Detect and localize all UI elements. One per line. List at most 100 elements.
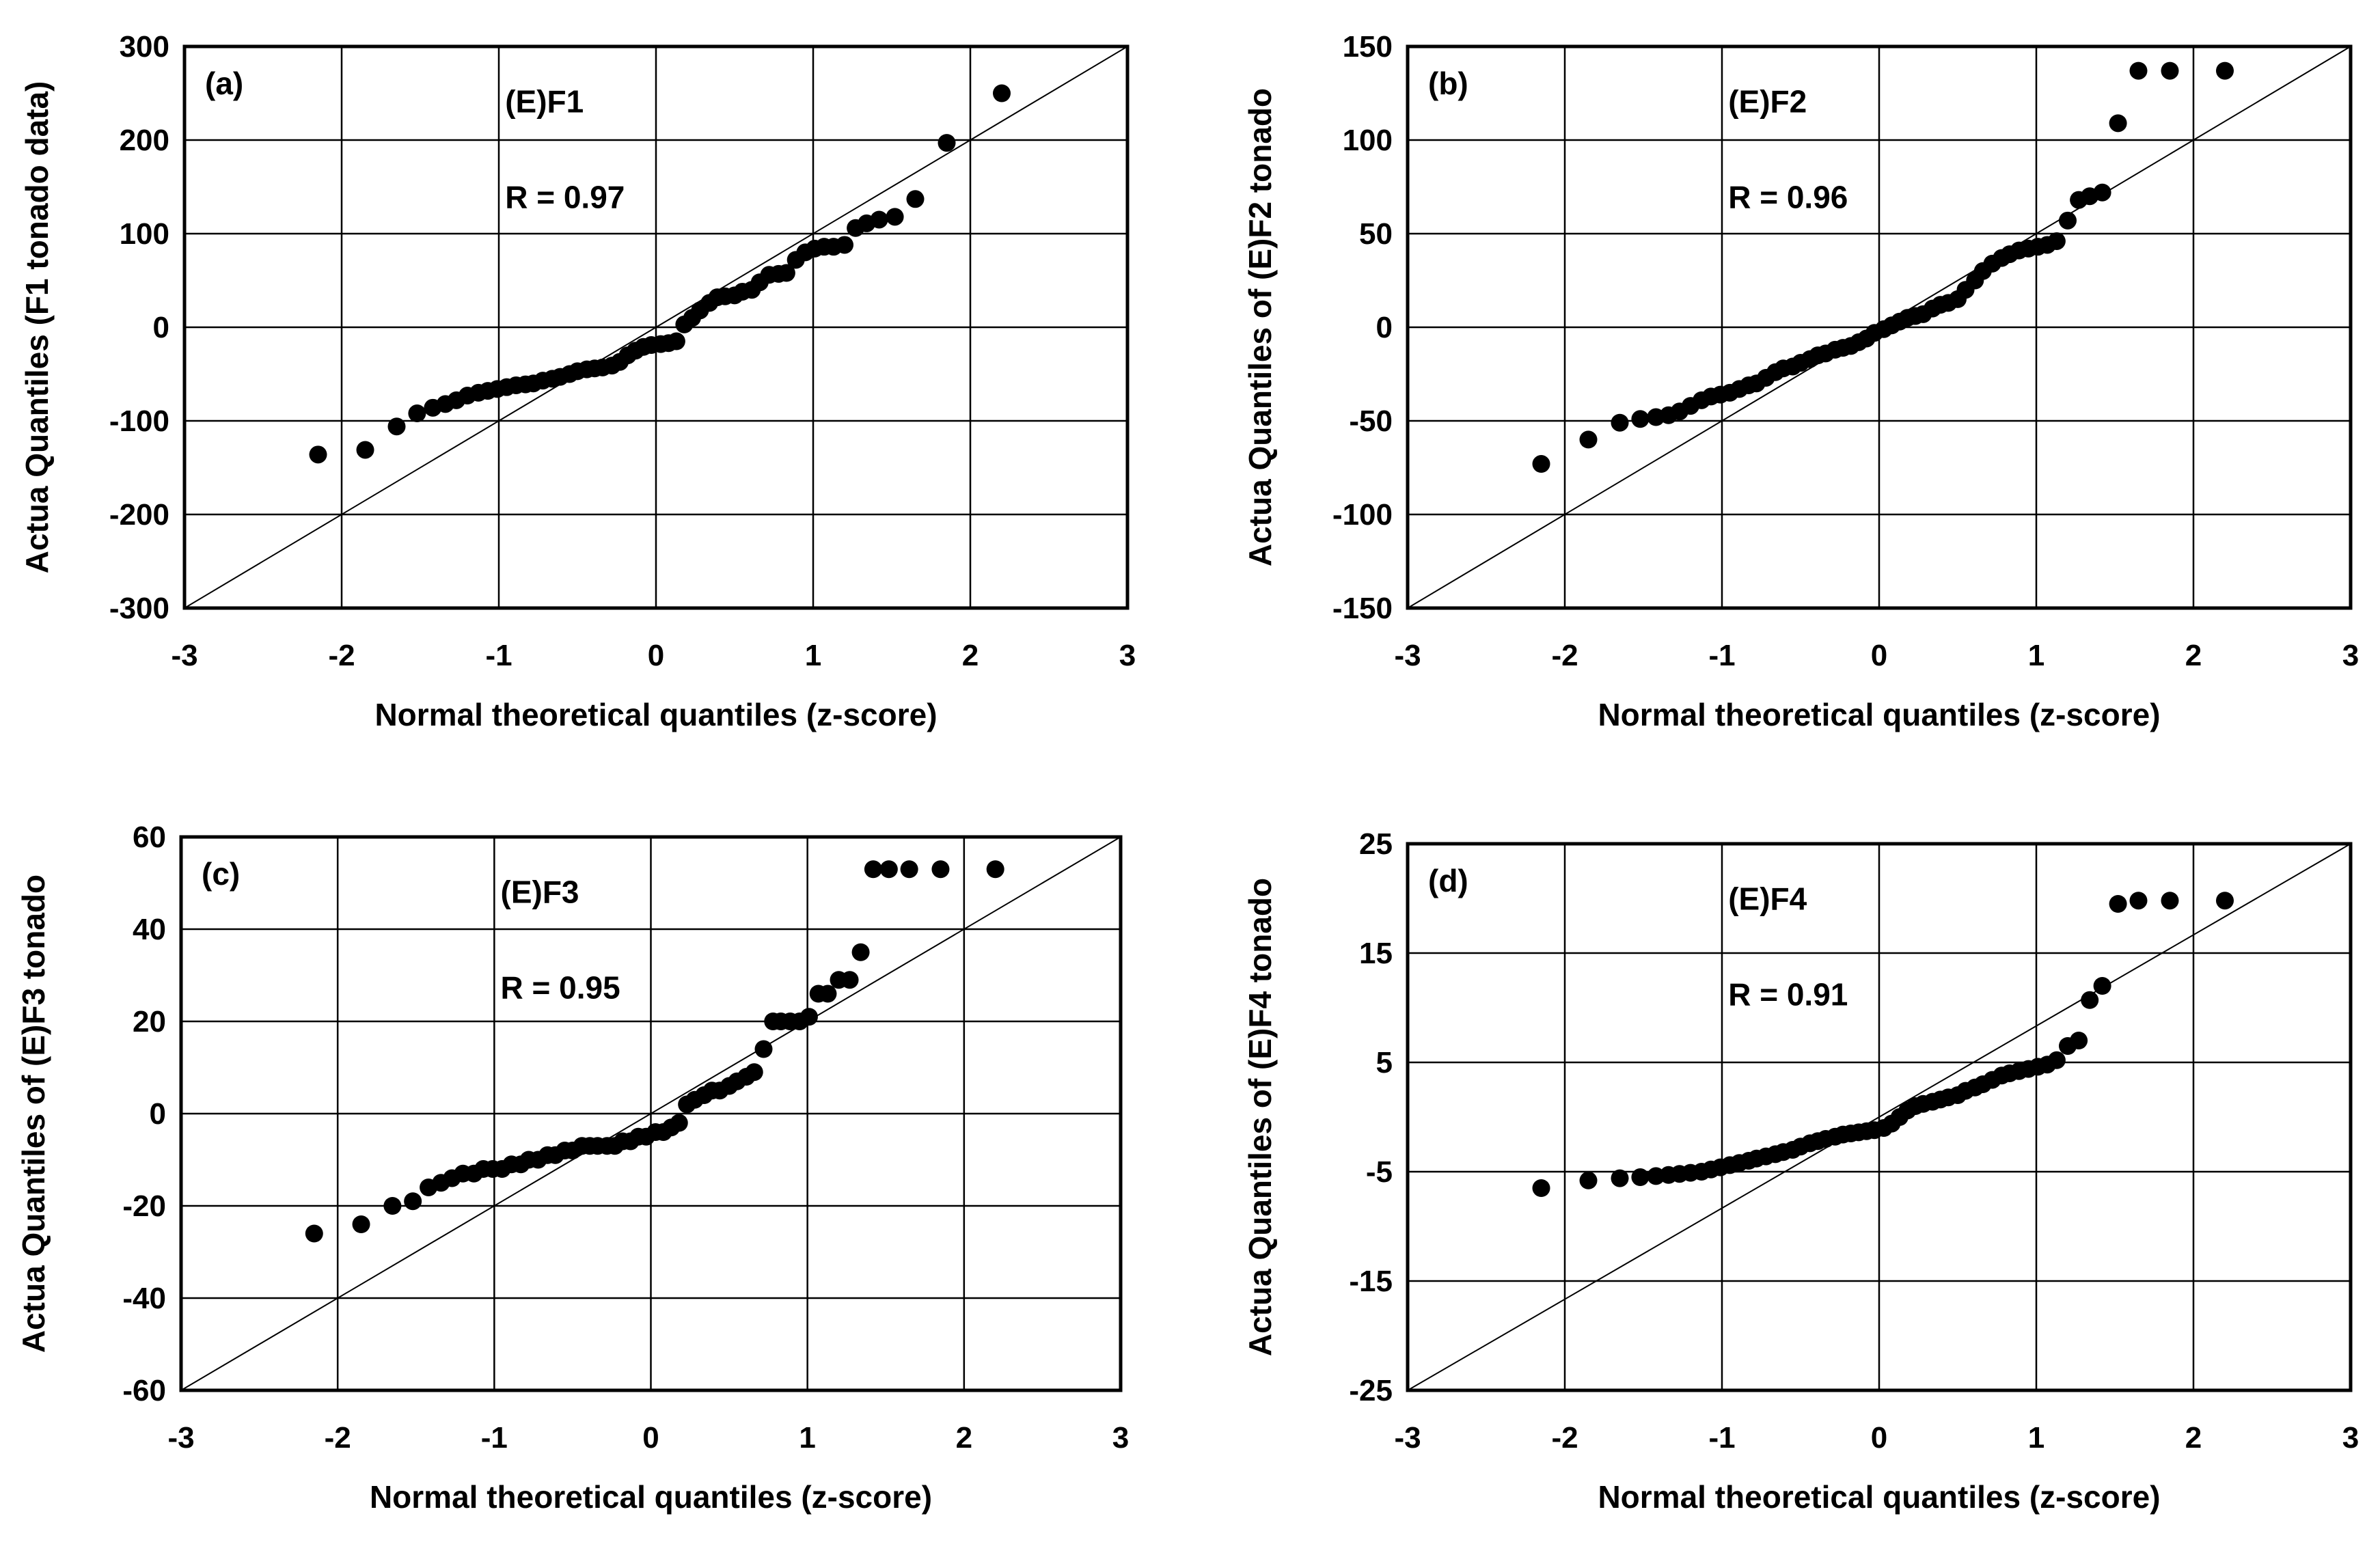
data-point xyxy=(745,1063,763,1082)
data-point xyxy=(383,1197,402,1215)
data-point xyxy=(2070,1032,2088,1049)
panel-label: (d) xyxy=(1428,863,1468,898)
x-tick-label: 0 xyxy=(1871,639,1887,672)
y-tick-label: -300 xyxy=(109,592,169,625)
data-point xyxy=(2109,114,2127,133)
y-axis-label: Actua Quantiles of (E)F2 tonado xyxy=(1242,88,1278,566)
series-label: (E)F4 xyxy=(1728,881,1807,917)
data-point xyxy=(2047,1051,2066,1069)
chart-panel-0: -3 -2 -1 0 1 2 3 300 200 100 0 -100 -200 -300 Normal t… xyxy=(19,30,1136,732)
panel-label: (a) xyxy=(205,66,243,101)
data-point xyxy=(900,860,918,879)
data-point xyxy=(1579,1171,1598,1189)
y-tick-label: -40 xyxy=(122,1282,166,1315)
y-tick-label: 0 xyxy=(153,311,169,344)
x-axis-label: Normal theoretical quantiles (z-score) xyxy=(1598,697,2160,732)
y-tick-label: 0 xyxy=(150,1097,166,1131)
data-point xyxy=(1579,430,1598,449)
r-value-label: R = 0.95 xyxy=(501,969,620,1005)
data-point xyxy=(870,210,888,229)
x-tick-label: 3 xyxy=(2342,1421,2359,1455)
x-tick-label: 3 xyxy=(1112,1421,1129,1455)
x-tick-label: -1 xyxy=(485,639,512,672)
y-tick-label: 150 xyxy=(1343,30,1393,64)
y-tick-label: -200 xyxy=(109,498,169,532)
x-tick-label: 0 xyxy=(648,639,664,672)
y-tick-label: 200 xyxy=(120,124,169,157)
x-tick-label: 3 xyxy=(2342,639,2359,672)
x-tick-label: -3 xyxy=(171,639,197,672)
y-tick-label: 40 xyxy=(133,913,166,946)
data-point xyxy=(309,445,327,464)
data-point xyxy=(886,208,904,226)
data-point xyxy=(851,943,870,961)
y-tick-label: 50 xyxy=(1359,217,1393,251)
data-point xyxy=(1532,455,1550,473)
data-point xyxy=(1611,413,1629,432)
data-point xyxy=(799,1008,818,1026)
plot-frame xyxy=(1406,842,2353,1392)
x-axis-label: Normal theoretical quantiles (z-score) xyxy=(1598,1479,2160,1515)
data-point xyxy=(667,332,685,350)
chart-panel-3: -3 -2 -1 0 1 2 3 25 15 5 -5 -15 -25 Normal theoretica… xyxy=(1242,827,2359,1515)
y-tick-label: 0 xyxy=(1376,311,1393,344)
x-tick-label: 2 xyxy=(2185,639,2202,672)
series-label: (E)F1 xyxy=(505,84,584,120)
data-point xyxy=(305,1224,323,1243)
data-point xyxy=(986,860,1004,879)
x-tick-label: 2 xyxy=(956,1421,972,1455)
plot-frame xyxy=(179,835,1123,1392)
y-tick-label: -50 xyxy=(1349,404,1393,438)
chart-panel-1: -3 -2 -1 0 1 2 3 150 100 50 0 -50 -100 -150 Normal the… xyxy=(1242,30,2359,732)
data-point xyxy=(864,860,882,879)
y-tick-label: 20 xyxy=(133,1005,166,1038)
data-point xyxy=(2047,232,2066,250)
x-tick-label: 1 xyxy=(805,639,821,672)
data-point xyxy=(408,404,426,423)
data-point xyxy=(2059,211,2077,230)
y-tick-label: -15 xyxy=(1349,1265,1393,1298)
series-label: (E)F2 xyxy=(1728,84,1807,120)
y-tick-label: -100 xyxy=(1332,498,1393,532)
data-point xyxy=(879,860,898,879)
data-point xyxy=(906,190,925,208)
x-tick-label: -3 xyxy=(1394,639,1421,672)
data-point xyxy=(352,1215,370,1233)
y-axis-label: Actua Quantiles (F1 tonado data) xyxy=(19,81,55,574)
chart-panel-2: -3 -2 -1 0 1 2 3 60 40 20 0 -20 -40 -60 Normal theoret… xyxy=(16,821,1129,1515)
data-point xyxy=(931,860,950,879)
data-point xyxy=(754,1040,773,1058)
y-tick-label: 100 xyxy=(1343,124,1393,157)
data-point xyxy=(819,985,837,1003)
data-point xyxy=(1532,1179,1550,1197)
x-tick-label: -2 xyxy=(325,1421,351,1455)
data-point xyxy=(836,236,853,254)
series-label: (E)F3 xyxy=(501,874,579,909)
y-tick-label: -5 xyxy=(1366,1155,1393,1189)
x-tick-label: 1 xyxy=(2028,1421,2044,1455)
data-point xyxy=(993,84,1011,102)
reference-line xyxy=(184,46,1127,608)
x-tick-label: -2 xyxy=(1551,1421,1578,1455)
y-tick-label: 300 xyxy=(120,30,169,64)
r-value-label: R = 0.97 xyxy=(505,180,625,215)
data-point xyxy=(387,417,406,436)
y-axis-label: Actua Quantiles of (E)F4 tonado xyxy=(1242,878,1278,1356)
y-tick-label: -100 xyxy=(109,404,169,438)
y-tick-label: 5 xyxy=(1376,1046,1393,1079)
y-tick-label: 25 xyxy=(1359,827,1393,861)
x-tick-label: 1 xyxy=(2028,639,2044,672)
x-tick-label: 0 xyxy=(1871,1421,1887,1455)
data-point xyxy=(777,264,795,282)
x-tick-label: 2 xyxy=(962,639,979,672)
y-tick-label: 15 xyxy=(1359,937,1393,970)
panel-label: (c) xyxy=(202,856,240,892)
data-point xyxy=(2216,61,2234,80)
data-point xyxy=(2093,183,2111,202)
plot-frame xyxy=(1406,44,2353,610)
r-value-label: R = 0.91 xyxy=(1728,977,1848,1013)
y-tick-label: 100 xyxy=(120,217,169,251)
x-tick-label: 3 xyxy=(1119,639,1136,672)
x-tick-label: -1 xyxy=(1708,639,1735,672)
